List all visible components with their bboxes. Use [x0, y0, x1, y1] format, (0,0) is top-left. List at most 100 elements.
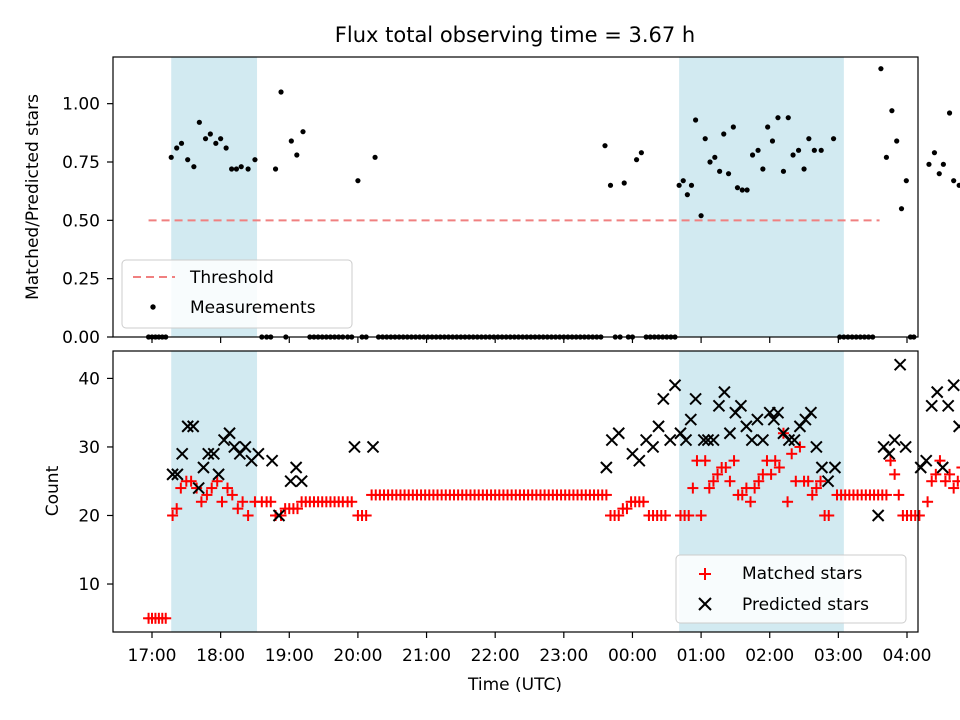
predicted-star-point — [679, 433, 693, 447]
x-tick-label: 22:00 — [471, 646, 520, 666]
predicted-star-point — [871, 509, 885, 522]
predicted-star-point — [689, 392, 702, 406]
measurement-point — [936, 171, 942, 177]
matched-star-point — [195, 496, 207, 508]
measurement-point — [785, 115, 791, 121]
matched-star-point — [769, 455, 781, 467]
matched-star-point — [944, 468, 956, 480]
legend-measurements-swatch — [150, 304, 156, 310]
matched-star-point — [782, 496, 794, 508]
matched-star-point — [265, 496, 277, 508]
matched-star-point — [802, 475, 814, 487]
y-tick-label: 0.75 — [62, 153, 100, 173]
y-tick-label: 0.50 — [62, 211, 100, 231]
predicted-star-point — [788, 433, 801, 447]
matched-star-point — [806, 489, 818, 501]
matched-star-point — [242, 509, 254, 521]
matched-star-point — [823, 509, 835, 521]
measurement-point — [790, 152, 796, 158]
measurement-point — [775, 115, 781, 121]
predicted-star-point — [633, 454, 646, 467]
predicted-star-point — [295, 475, 308, 488]
matched-star-point — [880, 489, 892, 501]
measurement-point — [233, 166, 240, 172]
measurement-point — [769, 138, 776, 144]
predicted-star-point — [821, 475, 835, 488]
measurement-point — [883, 154, 890, 160]
predicted-star-point — [920, 454, 933, 467]
matched-star-point — [211, 475, 223, 487]
measurement-point — [278, 89, 284, 95]
legend-predicted-label: Predicted stars — [742, 595, 869, 615]
predicted-star-point — [947, 379, 960, 392]
measurement-point — [780, 168, 787, 174]
predicted-star-point — [348, 440, 361, 454]
measurement-point — [956, 182, 960, 188]
predicted-star-point — [888, 433, 901, 447]
bottom-y-ticks: 10 20 30 40 — [78, 369, 113, 595]
x-tick-label: 02:00 — [745, 646, 794, 666]
matched-star-point — [703, 482, 715, 494]
x-tick-label: 03:00 — [814, 646, 863, 666]
measurement-point — [196, 119, 202, 125]
measurement-point — [272, 166, 279, 172]
x-tick-label: 23:00 — [539, 646, 588, 666]
legend-matched-label: Matched stars — [742, 564, 862, 584]
y-tick-label: 30 — [78, 438, 100, 458]
bottom-matched-points — [143, 427, 960, 624]
measurement-point — [702, 136, 708, 142]
matched-star-point — [913, 509, 925, 521]
y-tick-label: 40 — [78, 369, 100, 389]
x-tick-label: 18:00 — [196, 646, 245, 666]
measurement-point — [688, 182, 695, 188]
measurement-point — [721, 131, 727, 137]
measurement-point — [878, 66, 884, 72]
matched-star-point — [621, 503, 633, 515]
matched-star-point — [889, 468, 901, 480]
matched-star-point — [683, 509, 695, 521]
x-axis-label: Time (UTC) — [467, 675, 562, 695]
measurement-point — [739, 187, 745, 193]
matched-star-point — [292, 503, 304, 515]
measurement-point — [288, 138, 294, 144]
matched-star-point — [815, 475, 827, 487]
matched-star-point — [346, 496, 358, 508]
bottom-panel: 10 20 30 40 17:00 18:00 19:00 20:00 21:00 22:00 2… — [43, 350, 960, 666]
measurement-point — [638, 150, 644, 156]
predicted-star-point — [701, 433, 715, 447]
matched-star-point — [745, 496, 757, 508]
predicted-star-point — [207, 447, 220, 461]
matched-star-point — [175, 482, 187, 494]
predicted-star-point — [712, 399, 726, 413]
predicted-star-point — [767, 413, 781, 426]
y-tick-label: 0.25 — [62, 270, 100, 290]
predicted-star-point — [166, 468, 179, 481]
predicted-star-point — [265, 454, 279, 467]
predicted-star-point — [684, 413, 698, 426]
predicted-star-point — [366, 440, 380, 454]
matched-star-point — [167, 509, 179, 521]
predicted-star-point — [893, 358, 907, 371]
matched-star-point — [232, 503, 244, 515]
measurement-point — [693, 117, 699, 123]
measurement-point — [730, 124, 736, 130]
measurement-point — [229, 166, 235, 172]
measurement-point — [712, 154, 718, 160]
measurement-point — [903, 178, 909, 184]
matched-star-point — [939, 475, 951, 487]
matched-star-point — [637, 496, 649, 508]
measurement-point — [294, 152, 300, 158]
measurement-point — [946, 110, 953, 116]
matched-star-point — [659, 509, 671, 521]
measurement-point — [698, 213, 704, 219]
measurement-point — [676, 182, 682, 188]
predicted-star-point — [652, 420, 665, 433]
predicted-star-point — [936, 461, 949, 474]
matched-star-point — [753, 475, 765, 487]
predicted-star-point — [952, 420, 960, 433]
matched-star-point — [687, 482, 699, 494]
top-panel: 0.00 0.25 0.50 0.75 1.00 Matched/Predicted s… — [23, 56, 960, 348]
top-panel-frame — [112, 56, 919, 338]
measurement-point — [707, 159, 713, 165]
